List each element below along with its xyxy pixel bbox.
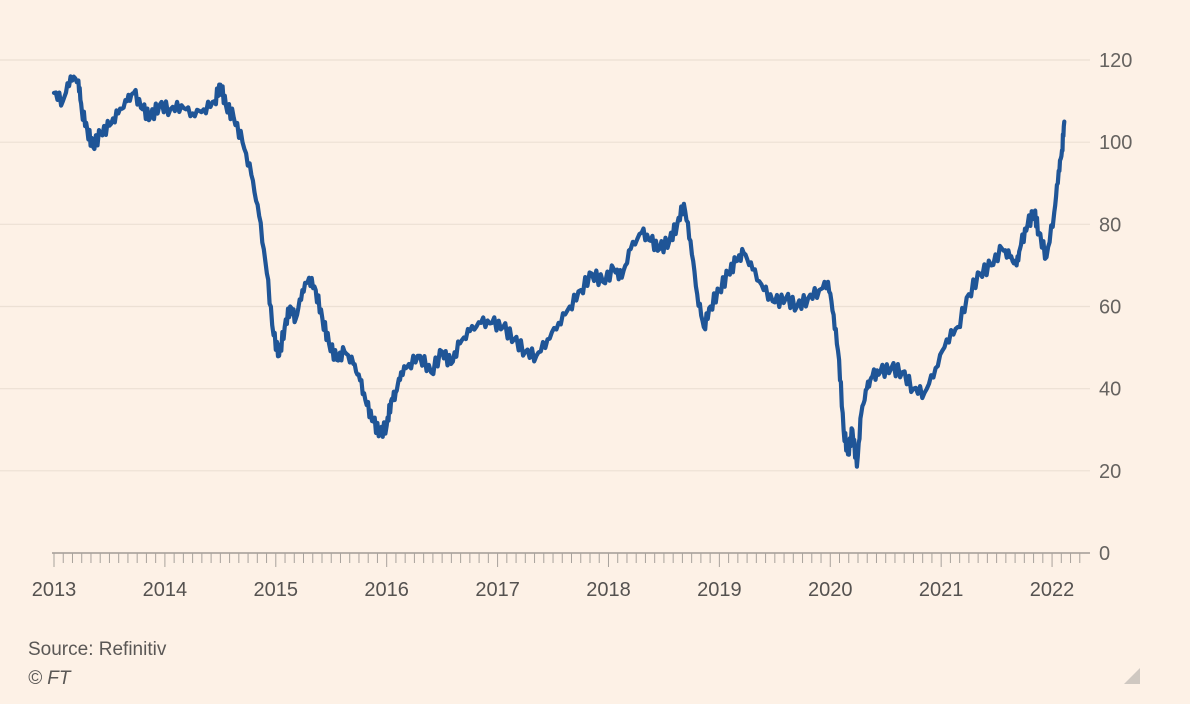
x-tick-label: 2016 xyxy=(364,579,409,601)
source-note: Source: Refinitiv xyxy=(28,639,167,660)
y-tick-label: 40 xyxy=(1099,379,1121,401)
y-tick-label: 120 xyxy=(1099,50,1132,72)
y-axis: 0 20 40 60 80 100 120 xyxy=(1099,50,1132,565)
series-layer xyxy=(51,74,1067,469)
resize-corner-icon xyxy=(1124,668,1140,684)
y-tick-label: 20 xyxy=(1099,461,1121,483)
y-tick-label: 100 xyxy=(1099,132,1132,154)
x-tick-label: 2015 xyxy=(254,579,299,601)
x-tick-label: 2021 xyxy=(919,579,964,601)
gridlines xyxy=(0,59,1090,472)
x-tick-label: 2022 xyxy=(1030,579,1075,601)
copyright-note: © FT xyxy=(28,668,71,689)
y-tick-label: 60 xyxy=(1099,297,1121,319)
y-tick-label: 0 xyxy=(1099,543,1110,565)
x-tick-label: 2014 xyxy=(143,579,188,601)
x-tick-label: 2019 xyxy=(697,579,742,601)
y-tick-label: 80 xyxy=(1099,214,1121,236)
x-axis: 2013 2014 2015 2016 2017 2018 2019 2020 2021 2022 xyxy=(32,552,1090,601)
x-tick-label: 2018 xyxy=(586,579,631,601)
x-tick-label: 2020 xyxy=(808,579,853,601)
x-tick-label: 2017 xyxy=(475,579,520,601)
series-line xyxy=(51,74,1067,469)
x-tick-label: 2013 xyxy=(32,579,77,601)
